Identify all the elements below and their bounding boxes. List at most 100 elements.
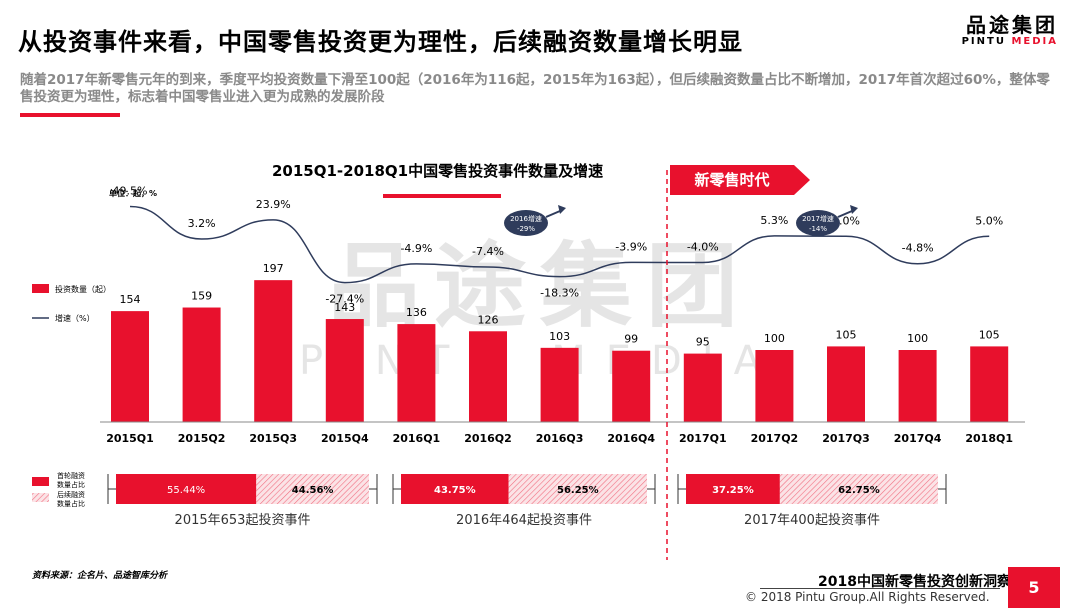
x-tick-2015Q1: 2015Q1 [106, 432, 154, 445]
share-follow-label-2: 62.75% [838, 485, 880, 496]
bar-2017Q1 [683, 353, 722, 422]
growth-label-2016Q1: -4.9% [400, 242, 432, 255]
chart-title: 2015Q1-2018Q1中国零售投资事件数量及增速 [272, 162, 604, 180]
bar-2016Q1 [397, 324, 436, 422]
legend-label-bar: 投资数量（起） [55, 284, 111, 294]
growth-label-2015Q2: 3.2% [188, 217, 216, 230]
x-tick-2015Q3: 2015Q3 [249, 432, 297, 445]
x-tick-2017Q2: 2017Q2 [751, 432, 799, 445]
growth-label-2016Q4: -3.9% [615, 240, 647, 253]
era-banner [670, 165, 810, 195]
bar-label-2015Q2: 159 [191, 290, 212, 303]
bar-2016Q4 [612, 350, 651, 422]
share-first-label-1: 43.75% [434, 485, 476, 496]
growth-label-2017Q1: -4.0% [687, 241, 719, 254]
legend-label-first-2: 数量占比 [57, 480, 85, 489]
growth-label-2016Q2: -7.4% [472, 245, 504, 258]
share-group-label-0: 2015年653起投资事件 [175, 512, 311, 528]
bar-label-2015Q4: 143 [334, 301, 355, 314]
share-follow-1 [508, 474, 647, 504]
legend-swatch-follow [32, 493, 49, 502]
footer-divider [760, 588, 1000, 589]
legend-swatch-bar [32, 284, 49, 293]
page-subtitle: 随着2017年新零售元年的到来，季度平均投资数量下滑至100起（2016年为11… [20, 72, 1050, 105]
bar-2016Q3 [540, 347, 579, 422]
bar-label-2015Q3: 197 [263, 262, 284, 275]
growth-label-2016Q3: -18.3% [540, 287, 579, 300]
share-group-label-1: 2016年464起投资事件 [456, 512, 592, 528]
share-follow-label-0: 44.56% [292, 485, 334, 496]
growth-label-2018Q1: 5.0% [975, 214, 1003, 227]
annotation-arrow-1 [837, 210, 853, 218]
x-tick-2017Q1: 2017Q1 [679, 432, 727, 445]
growth-label-2015Q1: 49.5% [113, 185, 148, 198]
share-first-2 [686, 474, 780, 504]
x-tick-2016Q1: 2016Q1 [393, 432, 441, 445]
bar-2016Q2 [469, 331, 507, 422]
growth-line [129, 205, 990, 284]
legend-label-follow-1: 后续融资 [57, 490, 85, 499]
unit-label: 单位：起，% [109, 188, 157, 198]
page-title: 从投资事件来看，中国零售投资更为理性，后续融资数量增长明显 [18, 28, 743, 56]
annotation-arrowhead-0 [558, 205, 566, 214]
x-tick-2015Q4: 2015Q4 [321, 432, 369, 445]
bar-label-2016Q1: 136 [406, 306, 427, 319]
bar-label-2016Q2: 126 [478, 313, 499, 326]
annotation-line1-1: 2017增速 [802, 214, 834, 223]
watermark-cn: 品途集团 [328, 233, 752, 340]
growth-label-2017Q2: 5.3% [760, 214, 788, 227]
growth-label-2015Q3: 23.9% [256, 198, 291, 211]
brand-en-1: PINTU [961, 36, 1006, 47]
share-follow-label-1: 56.25% [557, 485, 599, 496]
annotation-bubble-0 [504, 210, 548, 236]
x-tick-2017Q4: 2017Q4 [894, 432, 942, 445]
brand-logo: 品途集团 PINTU MEDIA [962, 14, 1058, 47]
bar-label-2017Q1: 95 [696, 336, 710, 349]
annotation-arrowhead-1 [850, 205, 858, 214]
share-first-label-0: 55.44% [167, 485, 205, 496]
share-follow-2 [779, 474, 938, 504]
annotation-bubble-1 [796, 210, 840, 236]
brand-name-cn: 品途集团 [966, 13, 1058, 37]
legend-label-line: 增速（%） [55, 313, 95, 323]
bar-label-2015Q1: 154 [120, 293, 141, 306]
bar-label-2016Q3: 103 [549, 330, 570, 343]
x-tick-2015Q2: 2015Q2 [178, 432, 226, 445]
x-tick-2016Q4: 2016Q4 [607, 432, 655, 445]
bar-2017Q2 [755, 350, 794, 422]
share-group-label-2: 2017年400起投资事件 [744, 512, 880, 528]
bar-label-2017Q2: 100 [764, 332, 785, 345]
share-first-label-2: 37.25% [712, 485, 754, 496]
annotation-arrow-0 [545, 210, 561, 218]
x-tick-2018Q1: 2018Q1 [965, 432, 1013, 445]
bar-2015Q3 [254, 280, 293, 422]
bar-2017Q3 [827, 346, 865, 422]
share-first-1 [401, 474, 509, 504]
era-label: 新零售时代 [694, 171, 770, 189]
x-tick-2017Q3: 2017Q3 [822, 432, 870, 445]
share-first-0 [116, 474, 257, 504]
source-note: 资料来源：企名片、品途智库分析 [32, 571, 168, 581]
bar-label-2016Q4: 99 [624, 333, 638, 346]
brand-en-2: MEDIA [1011, 36, 1058, 47]
bar-2015Q2 [182, 307, 221, 422]
bar-2017Q4 [898, 350, 937, 422]
bar-2015Q1 [111, 311, 149, 422]
bar-label-2018Q1: 105 [979, 328, 1000, 341]
legend-swatch-first [32, 477, 49, 486]
legend-label-follow-2: 数量占比 [57, 499, 85, 508]
brand-name-en: PINTU MEDIA [962, 36, 1058, 47]
annotation-line2-0: -29% [517, 225, 535, 233]
growth-label-2017Q4: -4.8% [902, 242, 934, 255]
copyright: © 2018 Pintu Group.All Rights Reserved. [745, 590, 990, 604]
bar-2015Q4 [325, 319, 364, 422]
bar-label-2017Q4: 100 [907, 332, 928, 345]
x-tick-2016Q3: 2016Q3 [536, 432, 584, 445]
subtitle-underline [20, 113, 120, 117]
growth-label-2015Q4: -27.4% [325, 293, 364, 306]
x-tick-2016Q2: 2016Q2 [464, 432, 512, 445]
annotation-line1-0: 2016增速 [510, 214, 542, 223]
share-follow-0 [256, 474, 369, 504]
annotation-line2-1: -14% [809, 225, 827, 233]
